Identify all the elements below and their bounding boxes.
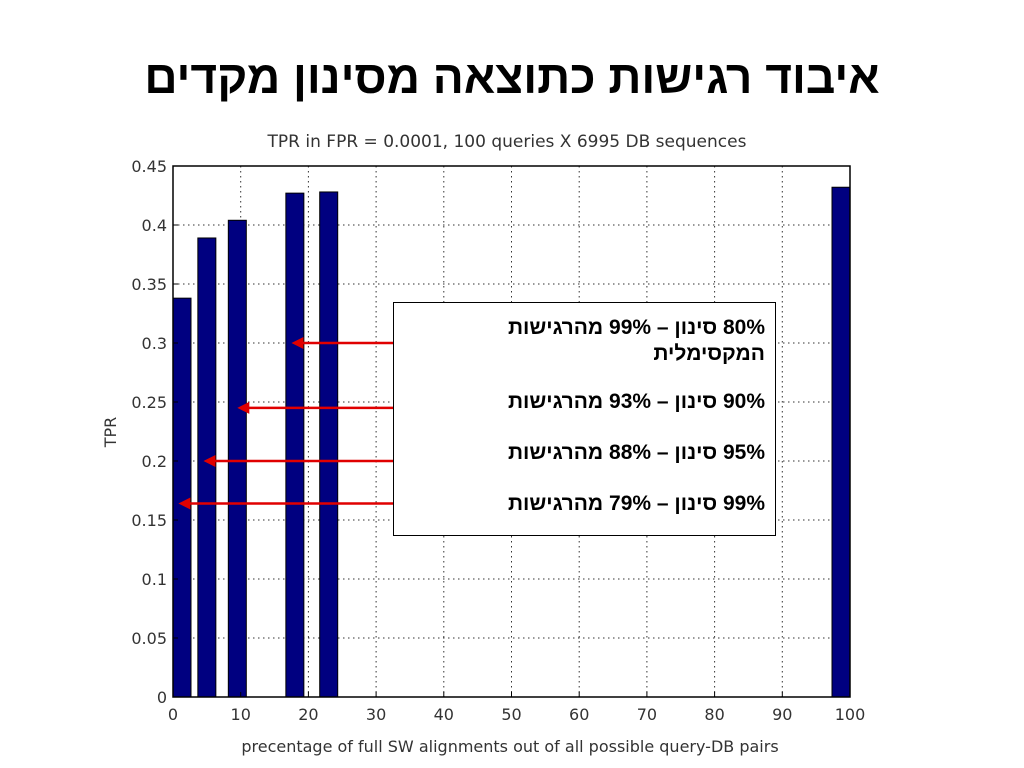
x-tick-label: 20: [298, 705, 318, 724]
x-tick-label: 50: [501, 705, 521, 724]
bar: [285, 192, 305, 698]
bar: [227, 219, 247, 698]
axis-ticks: 0 10 20 30 40 50 60 70 80 90 100 0 0.05 0.1 0.15 0.2 0.2…: [131, 157, 865, 724]
annotation-note: 99% סינון – 79% מהרגישות: [507, 492, 765, 515]
y-tick-label: 0.3: [142, 334, 167, 353]
y-tick-label: 0: [157, 688, 167, 707]
y-tick-label: 0.25: [131, 393, 167, 412]
y-tick-label: 0.2: [142, 452, 167, 471]
bar: [172, 297, 192, 698]
x-tick-label: 40: [434, 705, 454, 724]
x-tick-label: 10: [231, 705, 251, 724]
y-axis-label: TPR: [101, 417, 120, 449]
arrow-head: [203, 455, 216, 467]
x-axis-label: precentage of full SW alignments out of …: [241, 737, 778, 756]
x-tick-label: 60: [569, 705, 589, 724]
bar: [319, 191, 339, 698]
annotation-note: 80% סינון – 99% מהרגישות המקסימלית: [507, 316, 765, 365]
arrow-head: [237, 401, 250, 414]
y-tick-label: 0.1: [142, 570, 167, 589]
y-tick-label: 0.15: [131, 511, 167, 530]
x-tick-label: 80: [704, 705, 724, 724]
annotation-box: 80% סינון – 99% מהרגישות המקסימלית 90% ס…: [393, 302, 776, 536]
x-tick-label: 100: [835, 705, 866, 724]
arrow-head: [291, 337, 304, 349]
slide-title: איבוד רגישות כתוצאה מסינון מקדים: [144, 51, 880, 103]
x-tick-label: 30: [366, 705, 386, 724]
y-tick-label: 0.45: [131, 157, 167, 176]
chart-title: TPR in FPR = 0.0001, 100 queries X 6995 …: [267, 132, 747, 152]
annotation-note: 95% סינון – 88% מהרגישות: [507, 441, 765, 464]
bar: [831, 186, 851, 698]
chart-bars: [172, 186, 851, 698]
x-tick-label: 0: [168, 705, 178, 724]
bar: [197, 237, 217, 698]
annotation-arrows: [178, 337, 393, 510]
y-tick-label: 0.35: [131, 275, 167, 294]
annotation-note: 90% סינון – 93% מהרגישות: [507, 390, 765, 413]
arrow-head: [178, 497, 191, 510]
x-tick-label: 70: [637, 705, 657, 724]
y-tick-label: 0.05: [131, 629, 167, 648]
x-tick-label: 90: [772, 705, 792, 724]
y-tick-label: 0.4: [142, 216, 167, 235]
